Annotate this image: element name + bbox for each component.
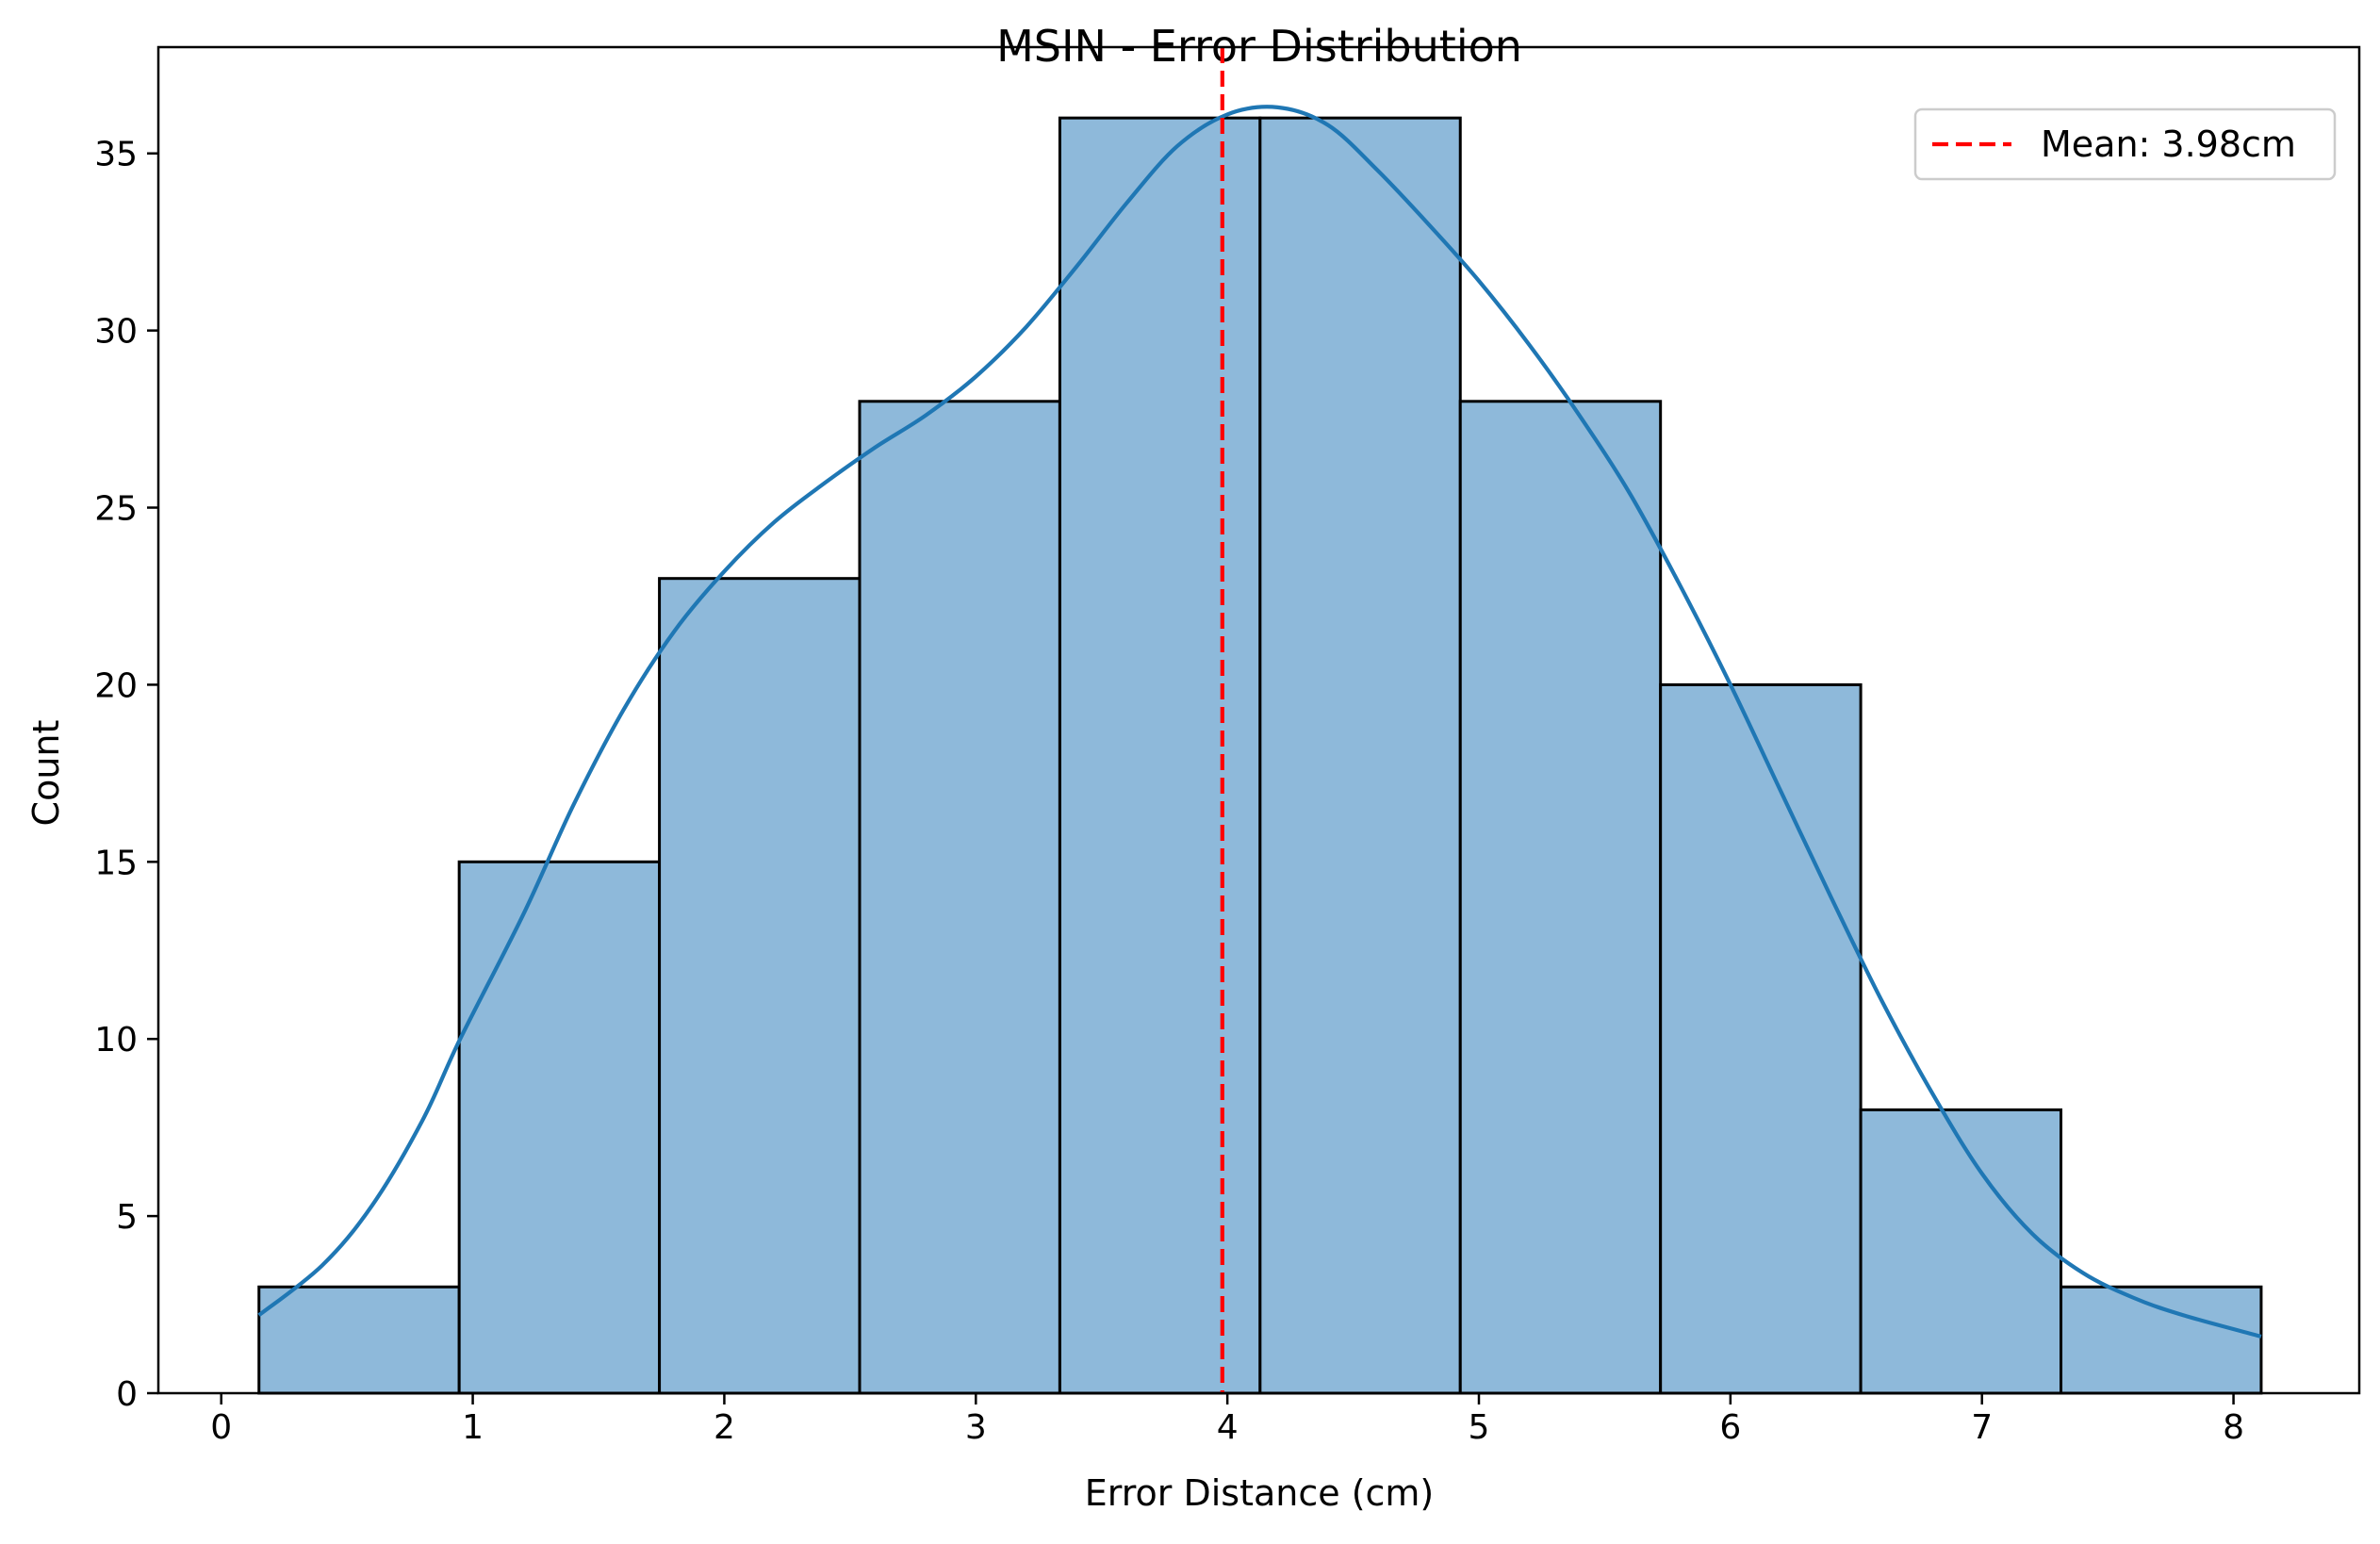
- legend-box: [1913, 107, 2337, 181]
- x-tick-label: 3: [965, 1408, 987, 1447]
- x-axis-label: Error Distance (cm): [1085, 1472, 1435, 1514]
- legend-mean-label: Mean: 3.98cm: [2041, 123, 2296, 165]
- histogram-bar: [457, 860, 662, 1395]
- x-tick-label: 2: [714, 1408, 735, 1447]
- x-tick-label: 6: [1719, 1408, 1741, 1447]
- y-tick-label: 5: [116, 1198, 138, 1237]
- x-tick-label: 8: [2223, 1408, 2244, 1447]
- y-tick-label: 10: [94, 1021, 138, 1059]
- histogram-bars: [257, 116, 2263, 1395]
- x-tick-label: 0: [210, 1408, 232, 1447]
- x-tick-label: 4: [1217, 1408, 1239, 1447]
- histogram-bar: [1058, 116, 1262, 1395]
- histogram-bar: [1659, 682, 1863, 1395]
- x-tick-label: 5: [1469, 1408, 1490, 1447]
- x-tick-label: 1: [462, 1408, 484, 1447]
- x-axis-ticks: 0 1 2 3 4 5 6 7 8: [210, 1393, 2244, 1447]
- x-tick-label: 7: [1971, 1408, 1993, 1447]
- histogram-bar: [858, 400, 1061, 1395]
- legend: Mean: 3.98cm: [1913, 107, 2337, 181]
- histogram-bar: [1458, 400, 1663, 1395]
- histogram-bar: [658, 577, 862, 1395]
- y-axis-label: Count: [25, 720, 67, 827]
- y-tick-label: 20: [94, 666, 138, 705]
- histogram-bar: [1258, 116, 1462, 1395]
- histogram-bar: [2060, 1285, 2263, 1395]
- plot-frame: [156, 45, 2361, 1395]
- y-tick-label: 0: [116, 1375, 138, 1414]
- histogram-bar: [1859, 1108, 2063, 1395]
- y-tick-label: 15: [94, 844, 138, 882]
- y-tick-label: 35: [94, 136, 138, 174]
- y-tick-label: 30: [94, 313, 138, 352]
- kde-curve: [257, 105, 2262, 1339]
- y-axis-ticks: 0 5 10 15 20 25 30 35: [94, 136, 158, 1414]
- histogram-bar: [257, 1285, 461, 1395]
- y-tick-label: 25: [94, 490, 138, 529]
